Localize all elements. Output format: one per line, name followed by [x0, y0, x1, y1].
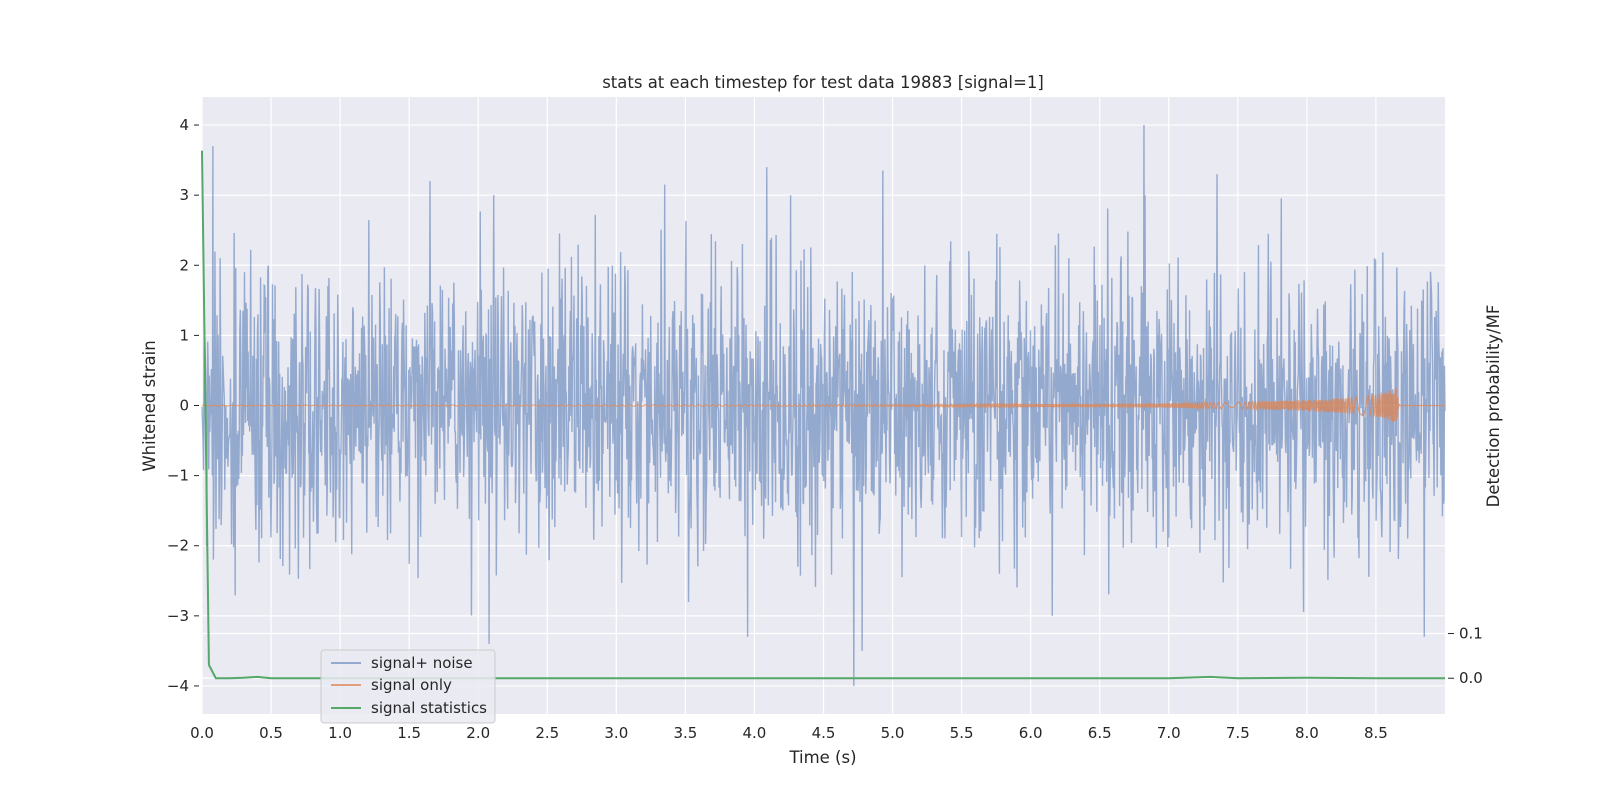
series-signal-only — [201, 387, 1445, 423]
legend-label-signal-only: signal only — [371, 676, 452, 694]
legend-label-signal-plus-noise: signal+ noise — [371, 654, 473, 672]
x-tick-label: 7.5 — [1226, 724, 1250, 742]
y-axis-right-ticks: 0.1 0.0 — [1448, 625, 1483, 687]
y-tick-label: 0 — [179, 397, 189, 415]
y-axis-ticks: 4 3 2 1 0 −1 −2 −3 −4 — [167, 116, 199, 695]
x-axis-ticks: 0.0 0.5 1.0 1.5 2.0 2.5 3.0 3.5 4.0 4.5 5.0 5.5 6.0 6… — [190, 724, 1388, 742]
x-tick-label: 3.0 — [604, 724, 628, 742]
y-right-tick-label: 0.1 — [1459, 625, 1483, 643]
line-signal-plus-noise — [201, 125, 1446, 686]
series-signal-plus-noise — [201, 125, 1446, 686]
y-axis-label: Whitened strain — [140, 340, 159, 471]
x-tick-label: 7.0 — [1157, 724, 1181, 742]
y-tick-label: 1 — [179, 326, 189, 344]
y-tick-label: −2 — [167, 537, 189, 555]
x-tick-label: 8.0 — [1295, 724, 1319, 742]
x-tick-label: 3.5 — [673, 724, 697, 742]
y-axis-right-label: Detection probability/MF — [1484, 305, 1503, 508]
legend-box — [320, 649, 496, 724]
y-tick-label: 2 — [179, 256, 189, 274]
x-tick-label: 8.5 — [1364, 724, 1388, 742]
legend: signal+ noise signal only signal statist… — [320, 649, 496, 724]
y-tick-label: −4 — [167, 677, 189, 695]
legend-label-signal-statistics: signal statistics — [371, 699, 487, 717]
chart-title: stats at each timestep for test data 198… — [602, 73, 1044, 92]
x-tick-label: 4.5 — [812, 724, 836, 742]
line-signal-statistics — [201, 150, 1445, 680]
y-tick-label: 4 — [179, 116, 189, 134]
y-right-tick-label: 0.0 — [1459, 669, 1483, 687]
x-tick-label: 5.0 — [881, 724, 905, 742]
x-tick-label: 1.0 — [328, 724, 352, 742]
x-tick-label: 5.5 — [950, 724, 974, 742]
series-signal-statistics — [201, 150, 1445, 680]
x-tick-label: 0.5 — [259, 724, 283, 742]
x-tick-label: 6.0 — [1019, 724, 1043, 742]
line-signal-only — [201, 387, 1445, 423]
x-tick-label: 1.5 — [397, 724, 421, 742]
y-tick-label: −3 — [167, 607, 189, 625]
x-tick-label: 4.0 — [743, 724, 767, 742]
x-tick-label: 6.5 — [1088, 724, 1112, 742]
y-tick-label: 3 — [179, 186, 189, 204]
x-tick-label: 2.5 — [535, 724, 559, 742]
x-tick-label: 0.0 — [190, 724, 214, 742]
x-tick-label: 2.0 — [466, 724, 490, 742]
x-axis-label: Time (s) — [788, 748, 856, 767]
y-tick-label: −1 — [167, 467, 189, 485]
